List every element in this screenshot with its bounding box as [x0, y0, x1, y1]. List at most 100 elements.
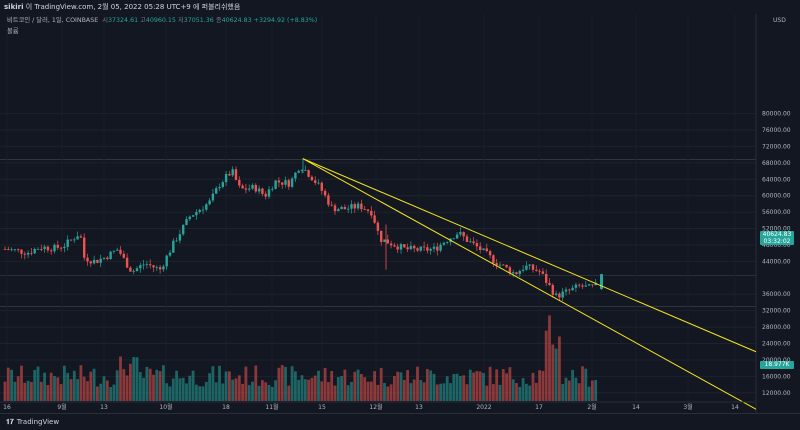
author-name[interactable]: sikiri [4, 3, 24, 11]
candle-body [475, 243, 479, 247]
volume-bar [452, 374, 456, 401]
volume-bar [188, 375, 192, 401]
volume-bar [412, 379, 416, 401]
volume-indicator-label[interactable]: 볼륨 [7, 28, 19, 35]
close-value: 40624.83 [221, 17, 252, 24]
trend-lines [302, 158, 757, 410]
candle-body [66, 239, 69, 247]
price-tick-label: 48000.00 [762, 242, 791, 249]
volume-bar [336, 377, 340, 401]
candle-body [26, 252, 30, 255]
volume-bar [257, 385, 261, 401]
volume-bar [165, 383, 169, 401]
volume-bar [237, 375, 241, 401]
candle-body [294, 172, 297, 179]
candle-body [488, 251, 492, 256]
candle-body [571, 287, 574, 291]
candle-body [261, 188, 264, 194]
price-tick-label: 76000.00 [762, 127, 791, 134]
volume-bar [155, 369, 159, 401]
candle-body [23, 253, 26, 255]
candle-body [330, 204, 333, 206]
candle-body [63, 246, 66, 248]
volume-bar [571, 369, 574, 401]
volume-bar [419, 380, 423, 401]
volume-bar [297, 379, 301, 401]
time-tick-label: 17 [535, 404, 543, 411]
volume-bar [429, 370, 433, 401]
candle-body [531, 264, 535, 270]
volume-bar [584, 368, 588, 401]
volume-bar [389, 384, 393, 401]
candle-body [248, 188, 251, 190]
volume-bar [148, 368, 152, 401]
candle-body [429, 248, 432, 251]
volume-bar [261, 380, 264, 401]
volume-bar [594, 380, 598, 401]
candle-body [479, 246, 482, 251]
volume-bar [171, 378, 175, 401]
volume-bar [277, 367, 281, 401]
volume-bar [343, 369, 347, 401]
candle-body [271, 188, 274, 190]
candle-body [116, 249, 119, 251]
symbol-name[interactable]: 비트코인 / 달러, 1일, COINBASE [7, 17, 99, 24]
candle-body [525, 265, 528, 270]
volume-bar [548, 315, 551, 401]
candlestick-chart[interactable]: 80000.00 76000.00 72000.00 68000.00 64000.00… [0, 14, 800, 413]
volume-bar [36, 366, 40, 401]
candle-body [149, 264, 152, 266]
candle-body [515, 272, 518, 275]
volume-bar [191, 370, 195, 401]
price-tick-label: 72000.00 [762, 143, 791, 150]
volume-bar [105, 380, 109, 401]
candle-body [158, 267, 162, 270]
volume-bar [26, 380, 30, 401]
symbol-legend[interactable]: 비트코인 / 달러, 1일, COINBASE 시37324.61 고40960… [7, 16, 317, 25]
volume-bar [475, 371, 479, 401]
candle-body [406, 247, 409, 250]
candle-body [234, 169, 238, 180]
candle-body [439, 244, 442, 251]
publish-header: sikiri 이 TradingView.com, 2월 05, 2022 05… [0, 0, 800, 14]
time-tick-label: 2월 [587, 403, 596, 411]
volume-bar [185, 383, 188, 401]
candle-body [347, 208, 350, 210]
candle-body [353, 204, 356, 209]
tradingview-logo-icon[interactable]: 𝟏𝟕 [6, 418, 14, 426]
price-axis-panel [756, 14, 800, 413]
candle-body [297, 170, 300, 173]
volume-bar [462, 375, 466, 401]
volume-bar [214, 382, 218, 401]
volume-bar [313, 375, 317, 401]
tradingview-brand[interactable]: TradingView [16, 418, 60, 426]
last-price-tag: 40624.83 03:32:02 [760, 231, 794, 245]
candle-body [218, 187, 221, 189]
publish-caption: 이 TradingView.com, 2월 05, 2022 05:28 UTC… [23, 3, 241, 11]
candle-body [185, 219, 188, 225]
volume-bar [178, 378, 182, 401]
volume-bar [327, 382, 330, 401]
candle-body [79, 236, 83, 238]
candle-body [145, 264, 149, 266]
candle-body [46, 246, 50, 251]
time-tick-label: 14 [632, 404, 640, 411]
candle-body [224, 174, 228, 183]
candle-body [399, 244, 403, 250]
volume-bar [488, 366, 492, 401]
volume-bar [39, 381, 43, 401]
volume-bar [432, 373, 436, 401]
candle-body [380, 230, 383, 243]
candle-body [162, 266, 165, 270]
volume-bar [251, 381, 254, 401]
lower-trend-line [302, 158, 757, 410]
currency-label[interactable]: USD [773, 17, 786, 24]
volume-bar [356, 369, 360, 401]
candle-body [558, 293, 561, 298]
volume-bar [158, 371, 162, 401]
volume-bar [369, 381, 373, 401]
price-tick-label: 80000.00 [762, 111, 791, 118]
candle-body [419, 246, 422, 251]
volume-bar [16, 376, 20, 401]
volume-bar [393, 376, 396, 401]
